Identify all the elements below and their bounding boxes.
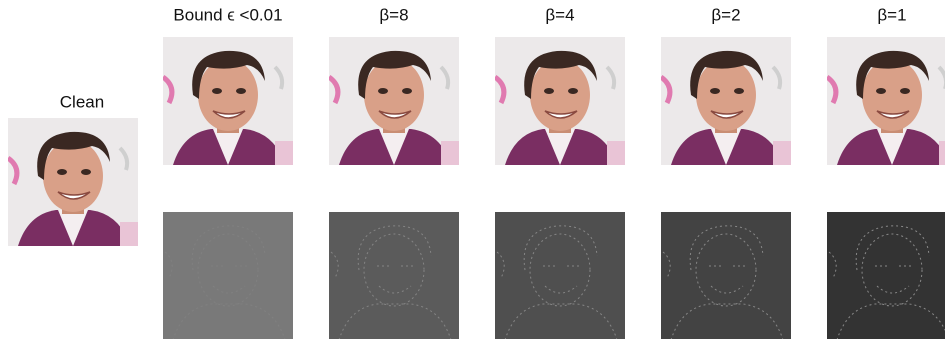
columns: Bound ϵ <0.01 β=8 β=4 β=2 β=1	[163, 5, 945, 339]
perturbation-image	[163, 212, 293, 339]
column-label: β=1	[877, 5, 906, 24]
clean-label: Clean	[60, 92, 104, 111]
column-label: β=2	[711, 5, 740, 24]
perturbation-image	[495, 212, 625, 339]
perturbation-image	[661, 212, 791, 339]
perturbation-image	[329, 212, 459, 339]
column-label: Bound ϵ <0.01	[173, 5, 282, 24]
adversarial-image	[495, 37, 625, 165]
clean-image	[8, 118, 138, 246]
adversarial-image	[827, 37, 945, 165]
figure: Clean Bound ϵ <0.01 β=8 β=4 β=2 β=1	[0, 0, 945, 339]
adversarial-image	[329, 37, 459, 165]
adversarial-image	[163, 37, 293, 165]
perturbation-image	[827, 212, 945, 339]
adversarial-image	[661, 37, 791, 165]
column-label: β=8	[379, 5, 408, 24]
column-label: β=4	[545, 5, 574, 24]
